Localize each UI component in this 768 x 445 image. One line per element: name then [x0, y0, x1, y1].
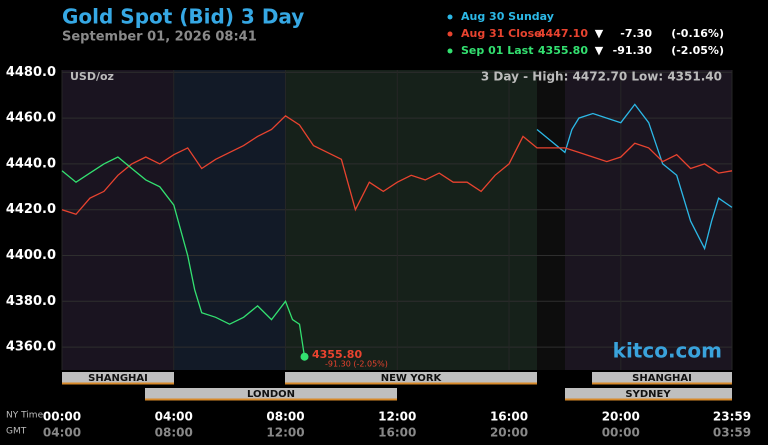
range-stats: 3 Day - High: 4472.70 Low: 4351.40 [481, 70, 722, 84]
x2-tick-label: 04:00 [43, 426, 81, 440]
legend-dot [447, 48, 453, 54]
y-tick-label: 4400.0 [6, 248, 56, 263]
session-shade [285, 70, 537, 370]
session-label: SHANGHAI [632, 373, 692, 384]
x-axis-label: GMT [6, 427, 27, 437]
legend-change: -7.30 [620, 27, 652, 40]
unit-label: USD/oz [70, 70, 114, 83]
session-shade [565, 70, 732, 370]
legend-dot [447, 31, 453, 37]
legend-change-pct: (-0.16%) [671, 27, 724, 40]
x2-tick-label: 03:59 [713, 426, 751, 440]
x-tick-label: 04:00 [155, 410, 193, 424]
session-shade [174, 70, 285, 370]
legend-arrow: ▼ [595, 44, 604, 57]
legend-name: Aug 30 Sunday [461, 10, 554, 23]
session-shade [62, 70, 174, 370]
last-change-label: -91.30 (-2.05%) [325, 360, 388, 369]
x-tick-label: 20:00 [602, 410, 640, 424]
x2-tick-label: 00:00 [602, 426, 640, 440]
chart-subtitle: September 01, 2026 08:41 [62, 30, 257, 45]
legend-dot [447, 14, 453, 20]
y-tick-label: 4380.0 [6, 294, 56, 309]
y-tick-label: 4420.0 [6, 202, 56, 217]
x2-tick-label: 12:00 [266, 426, 304, 440]
chart-title: Gold Spot (Bid) 3 Day [62, 5, 304, 29]
x2-tick-label: 16:00 [378, 426, 416, 440]
session-band [285, 372, 537, 383]
last-point [300, 352, 309, 361]
legend-change-pct: (-2.05%) [671, 44, 724, 57]
legend-name: Sep 01 Last [461, 44, 533, 57]
y-tick-label: 4440.0 [6, 156, 56, 171]
x-tick-label: 00:00 [43, 410, 81, 424]
y-tick-label: 4460.0 [6, 111, 56, 126]
x-tick-label: 23:59 [713, 410, 751, 424]
session-label: LONDON [247, 389, 295, 400]
session-band [145, 388, 397, 399]
legend-change: -91.30 [613, 44, 653, 57]
session-band [565, 388, 732, 399]
legend-value: 4355.80 [538, 44, 588, 57]
legend-name: Aug 31 Close [461, 27, 542, 40]
session-label: SHANGHAI [88, 373, 148, 384]
x-tick-label: 12:00 [378, 410, 416, 424]
x2-tick-label: 08:00 [155, 426, 193, 440]
x-axis-label: NY Time [6, 411, 44, 421]
series-line [61, 114, 733, 216]
y-tick-label: 4360.0 [6, 340, 56, 355]
series-line [536, 103, 733, 251]
session-label: NEW YORK [381, 373, 443, 384]
session-band [62, 372, 174, 383]
watermark: kitco.com [613, 339, 722, 363]
y-tick-label: 4480.0 [6, 65, 56, 80]
x2-tick-label: 20:00 [490, 426, 528, 440]
series-line [61, 156, 306, 357]
legend-arrow: ▼ [595, 27, 604, 40]
last-price-label: 4355.80 [312, 348, 362, 361]
x-tick-label: 08:00 [266, 410, 304, 424]
legend-value: 4447.10 [538, 27, 588, 40]
session-shade [537, 70, 565, 370]
x-tick-label: 16:00 [490, 410, 528, 424]
session-label: SYDNEY [625, 389, 671, 400]
session-band [592, 372, 732, 383]
